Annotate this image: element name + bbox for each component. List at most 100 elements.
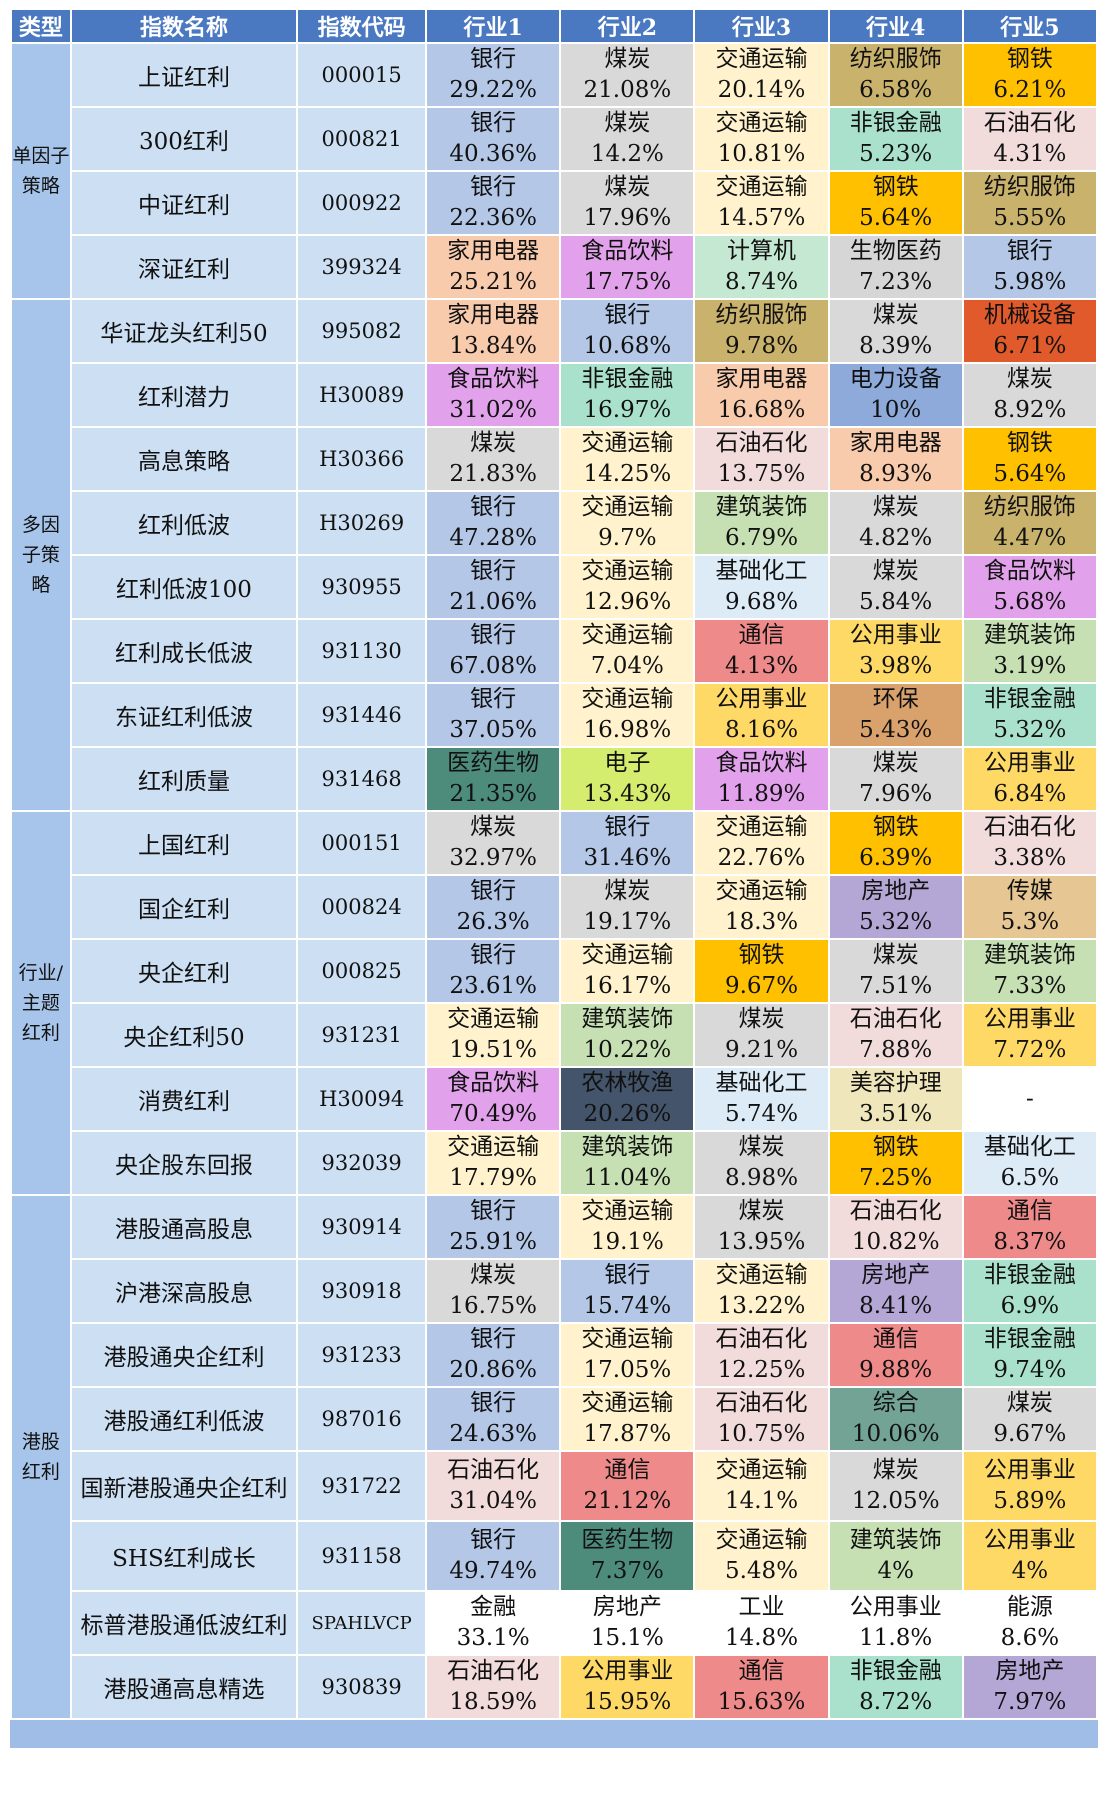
industry-weight: 31.46% — [583, 845, 672, 871]
industry-weight: 7.04% — [590, 653, 664, 679]
industry-cell: 建筑装饰 6.79% — [693, 490, 830, 556]
industry-cell: 煤炭 7.96% — [827, 746, 964, 812]
industry-weight: 5.64% — [993, 461, 1067, 487]
industry-cell: 美容护理 3.51% — [827, 1066, 964, 1132]
industry-cell: 银行 40.36% — [425, 106, 562, 172]
table-row: 高息策略 H30366 煤炭 21.83% 交通运输 14.25% 石油石化 13.75% 家用… — [11, 426, 1099, 492]
industry-name: 交通运输 — [715, 878, 808, 904]
index-name-cell: 港股通高息精选 — [69, 1654, 299, 1720]
industry-weight: 15.63% — [717, 1689, 806, 1715]
industry-weight: 14.1% — [724, 1488, 799, 1514]
table-row: 国新港股通央企红利 931722 石油石化 31.04% 通信 21.12% 交通运输 14.… — [11, 1450, 1099, 1522]
industry-weight: 32.97% — [449, 845, 538, 871]
industry-name: 交通运输 — [581, 430, 674, 456]
industry-name: 非银金融 — [849, 1658, 942, 1684]
industry-weight: 11.04% — [583, 1165, 672, 1191]
industry-cell: 石油石化 18.59% — [425, 1654, 562, 1720]
industry-cell: 交通运输 19.1% — [559, 1194, 696, 1260]
industry-weight: 9.67% — [993, 1421, 1067, 1447]
table-row: 央企红利 000825 银行 23.61% 交通运输 16.17% 钢铁 9.67% 煤炭 7.5… — [11, 938, 1099, 1004]
industry-weight: 15.1% — [590, 1625, 664, 1651]
industry-name: 钢铁 — [1006, 46, 1053, 72]
industry-name: 钢铁 — [872, 1134, 919, 1160]
industry-cell: 交通运输 18.3% — [693, 874, 830, 940]
industry-name: 食品饮料 — [447, 1070, 540, 1096]
industry-name: 纺织服饰 — [715, 302, 808, 328]
industry-weight: 6.39% — [859, 845, 933, 871]
industry-cell: 煤炭 21.83% — [425, 426, 562, 492]
industry-name: 非银金融 — [983, 1262, 1076, 1288]
industry-cell: 银行 31.46% — [559, 810, 696, 876]
industry-weight: 18.3% — [724, 909, 799, 935]
industry-cell: 银行 25.91% — [425, 1194, 562, 1260]
industry-weight: 33.1% — [456, 1625, 530, 1651]
table-row: 行业/主题 红利 上国红利 000151 煤炭 32.97% 银行 31.46% 交通运输 22.… — [10, 810, 1099, 1196]
industry-cell: 煤炭 8.39% — [827, 298, 964, 364]
industry-cell: 银行 67.08% — [425, 618, 562, 684]
industry-cell: 纺织服饰 5.55% — [961, 170, 1099, 236]
industry-name: 银行 — [470, 174, 517, 200]
industry-cell: 公用事业 4% — [961, 1520, 1099, 1592]
table-footer-bar — [10, 1720, 1098, 1748]
header-industry-4: 行业4 — [827, 8, 964, 44]
industry-weight: 16.68% — [717, 397, 806, 423]
index-name-cell: 央企股东回报 — [69, 1130, 299, 1196]
index-name-cell: 国企红利 — [69, 874, 299, 940]
industry-cell: 银行 21.06% — [425, 554, 562, 620]
industry-cell: 煤炭 4.82% — [827, 490, 964, 556]
table-row: 多因 子策略华证龙头红利50 995082 家用电器 13.84% 银行 10.68% 纺织服… — [10, 298, 1099, 812]
industry-name: 机械设备 — [983, 302, 1076, 328]
industry-cell: 石油石化 4.31% — [961, 106, 1099, 172]
industry-weight: 10.82% — [851, 1229, 940, 1255]
industry-weight: 10% — [870, 397, 922, 423]
index-name-cell: 沪港深高股息 — [69, 1258, 299, 1324]
industry-weight: 19.1% — [590, 1229, 664, 1255]
industry-cell: 建筑装饰 7.33% — [961, 938, 1099, 1004]
industry-weight: 20.26% — [583, 1101, 672, 1127]
industry-name: 银行 — [470, 942, 517, 968]
industry-cell: 医药生物 7.37% — [559, 1520, 696, 1592]
industry-weight: 5.89% — [993, 1488, 1067, 1514]
industry-name: 煤炭 — [872, 494, 919, 520]
industry-weight: 18.59% — [449, 1689, 538, 1715]
industry-cell: - — [961, 1066, 1099, 1132]
industry-name: 农林牧渔 — [581, 1070, 674, 1096]
table-row: 央企股东回报 932039 交通运输 17.79% 建筑装饰 11.04% 煤炭 8.98% 钢… — [11, 1130, 1099, 1196]
industry-name: 房地产 — [592, 1594, 662, 1620]
table-row: 中证红利 000922 银行 22.36% 煤炭 17.96% 交通运输 14.57% 钢铁 5.… — [11, 170, 1099, 236]
industry-name: 家用电器 — [447, 238, 540, 264]
table-row: 东证红利低波 931446 银行 37.05% 交通运输 16.98% 公用事业 8.16% 环… — [11, 682, 1099, 748]
table-row: 国企红利 000824 银行 26.3% 煤炭 19.17% 交通运输 18.3% 房地产 5.3… — [11, 874, 1099, 940]
industry-cell: 钢铁 5.64% — [827, 170, 964, 236]
industry-weight: 9.21% — [724, 1037, 799, 1063]
industry-weight: 14.25% — [583, 461, 672, 487]
industry-name: 公用事业 — [715, 686, 808, 712]
industry-name: 煤炭 — [470, 430, 517, 456]
index-code-cell: 000824 — [296, 874, 428, 940]
industry-cell: 银行 37.05% — [425, 682, 562, 748]
industry-name: 通信 — [1006, 1198, 1053, 1224]
industry-cell: 基础化工 5.74% — [693, 1066, 830, 1132]
industry-name: 钢铁 — [872, 814, 919, 840]
group-type-cell: 单因子 策略 — [10, 42, 72, 300]
header-industry-2: 行业2 — [559, 8, 696, 44]
industry-name: 石油石化 — [983, 110, 1076, 136]
industry-cell: 石油石化 10.75% — [693, 1386, 830, 1452]
industry-weight: 67.08% — [449, 653, 538, 679]
industry-weight: 8.93% — [859, 461, 933, 487]
industry-cell: 煤炭 9.21% — [693, 1002, 830, 1068]
industry-cell: 环保 5.43% — [827, 682, 964, 748]
industry-cell: 家用电器 25.21% — [425, 234, 562, 300]
industry-cell: 煤炭 17.96% — [559, 170, 696, 236]
industry-weight: 13.75% — [717, 461, 806, 487]
industry-cell: 交通运输 16.98% — [559, 682, 696, 748]
industry-name: 基础化工 — [983, 1134, 1076, 1160]
industry-cell: 交通运输 7.04% — [559, 618, 696, 684]
industry-weight: 40.36% — [449, 141, 538, 167]
industry-weight: 7.33% — [993, 973, 1067, 999]
industry-weight: 4% — [877, 1558, 914, 1584]
index-code-cell: 000151 — [296, 810, 428, 876]
industry-weight: 13.43% — [583, 781, 672, 807]
industry-cell: 非银金融 16.97% — [559, 362, 696, 428]
header-type: 类型 — [10, 8, 72, 44]
